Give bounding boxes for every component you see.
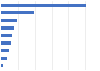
Bar — [1, 34, 12, 37]
Bar — [1, 64, 3, 68]
Bar — [1, 41, 11, 45]
Bar — [1, 3, 86, 7]
Bar — [1, 57, 7, 60]
Bar — [1, 19, 17, 22]
Bar — [1, 49, 9, 52]
Bar — [1, 26, 14, 30]
Bar — [1, 11, 34, 14]
